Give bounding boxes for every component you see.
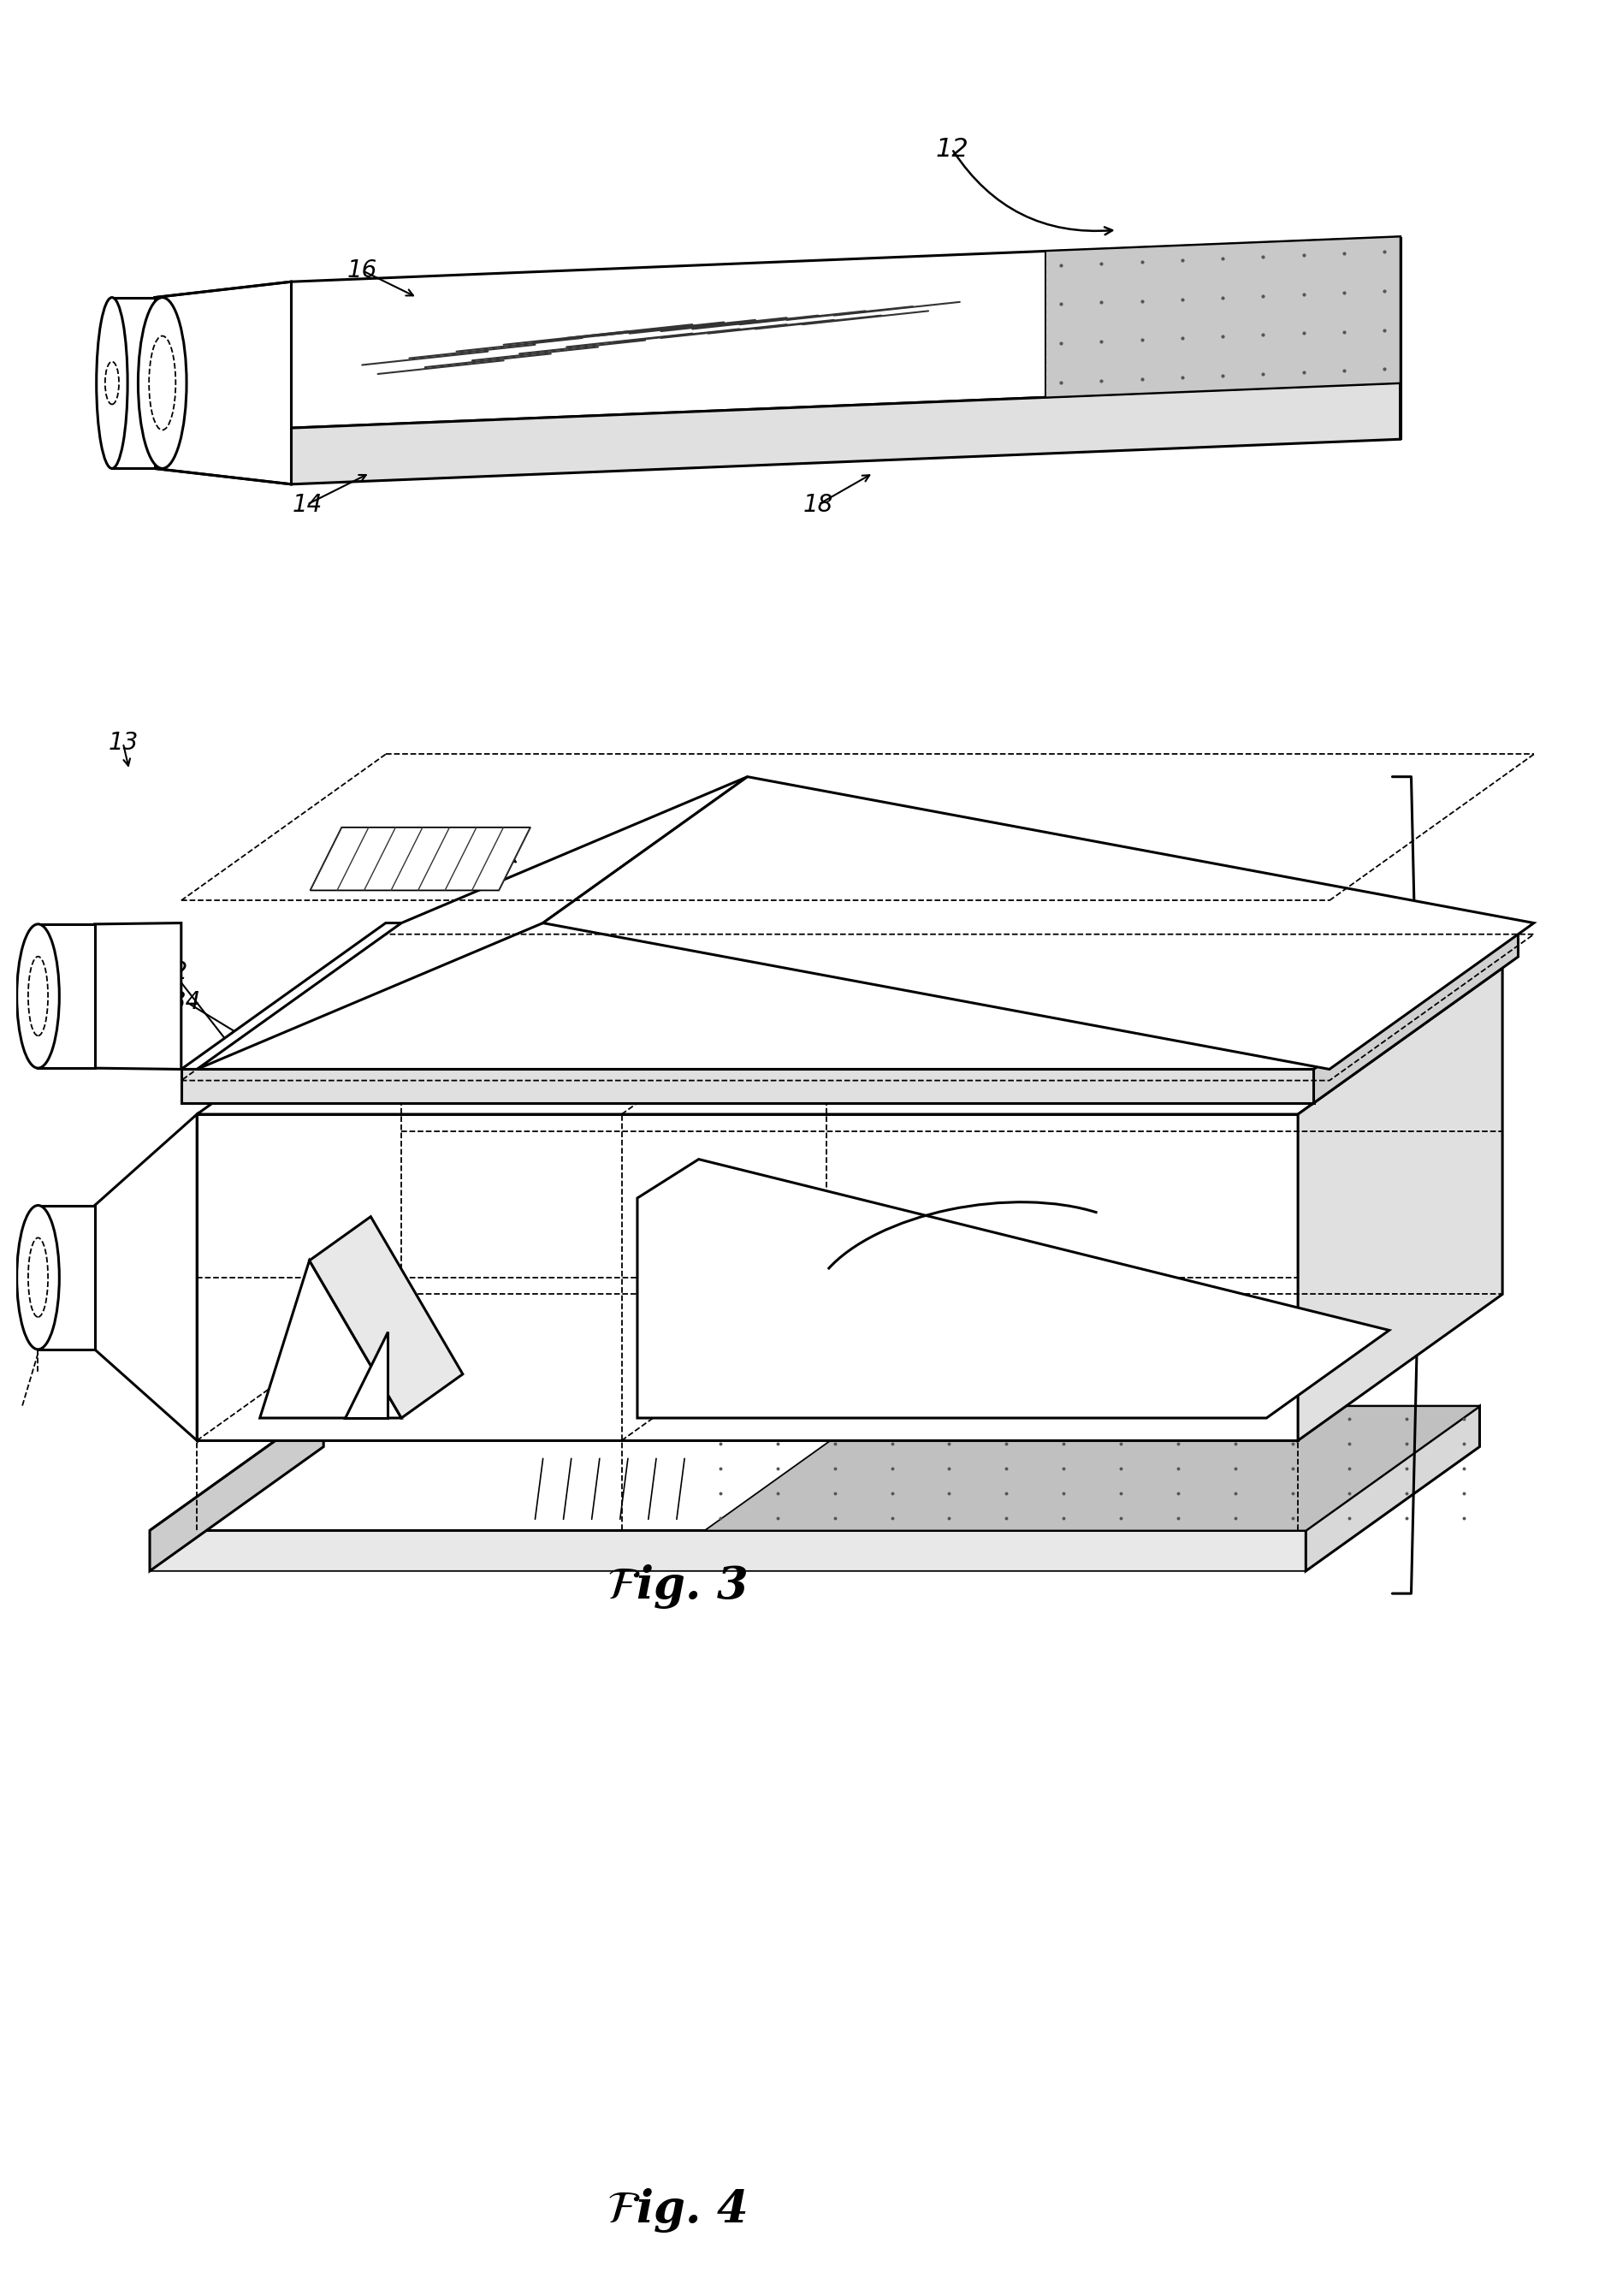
Polygon shape [95, 923, 181, 1070]
Polygon shape [181, 1070, 1313, 1102]
Polygon shape [39, 1205, 95, 1350]
Text: 13: 13 [119, 335, 149, 358]
Ellipse shape [29, 957, 48, 1035]
Ellipse shape [138, 298, 186, 468]
Text: 28: 28 [615, 854, 645, 879]
Polygon shape [95, 1114, 197, 1440]
Polygon shape [1306, 1405, 1480, 1570]
Polygon shape [542, 776, 1534, 1070]
Ellipse shape [16, 1205, 59, 1350]
Text: 16: 16 [347, 259, 377, 282]
Text: 32: 32 [159, 960, 188, 985]
Text: $\mathcal{F}$ig. 4: $\mathcal{F}$ig. 4 [607, 2186, 746, 2234]
Polygon shape [197, 776, 748, 1070]
Text: 22: 22 [992, 1410, 1022, 1435]
Text: 12: 12 [936, 135, 968, 161]
Text: 18: 18 [802, 494, 833, 517]
Polygon shape [1313, 923, 1518, 1102]
Ellipse shape [96, 298, 127, 468]
Ellipse shape [29, 1238, 48, 1318]
Polygon shape [1045, 236, 1400, 397]
Polygon shape [149, 1446, 1480, 1570]
Text: 14: 14 [331, 1389, 361, 1412]
Text: 14: 14 [292, 494, 323, 517]
Polygon shape [197, 1114, 1298, 1440]
Polygon shape [310, 1217, 462, 1419]
Text: 34: 34 [170, 990, 201, 1015]
Polygon shape [345, 1332, 387, 1419]
Text: 13: 13 [108, 730, 138, 755]
Ellipse shape [149, 335, 175, 429]
Text: 12: 12 [1441, 1150, 1472, 1173]
Polygon shape [149, 1405, 1480, 1531]
Polygon shape [197, 969, 1502, 1114]
Text: 16: 16 [1141, 870, 1172, 895]
Polygon shape [291, 236, 1400, 427]
Text: 24: 24 [465, 827, 494, 850]
Polygon shape [260, 1261, 401, 1419]
Text: 13: 13 [114, 1327, 144, 1352]
Ellipse shape [16, 923, 59, 1068]
Polygon shape [181, 923, 1518, 1070]
Polygon shape [149, 1405, 324, 1570]
Polygon shape [154, 282, 291, 484]
Text: $\mathcal{F}$ig. 3: $\mathcal{F}$ig. 3 [607, 1564, 748, 1612]
Ellipse shape [104, 360, 119, 404]
Text: 18: 18 [1035, 1035, 1066, 1058]
Polygon shape [705, 1405, 1480, 1531]
Text: 26: 26 [724, 1419, 754, 1444]
Polygon shape [310, 827, 530, 891]
Polygon shape [39, 923, 95, 1068]
Polygon shape [1298, 969, 1502, 1440]
Polygon shape [291, 383, 1400, 484]
Polygon shape [112, 298, 154, 468]
Polygon shape [637, 1159, 1390, 1419]
